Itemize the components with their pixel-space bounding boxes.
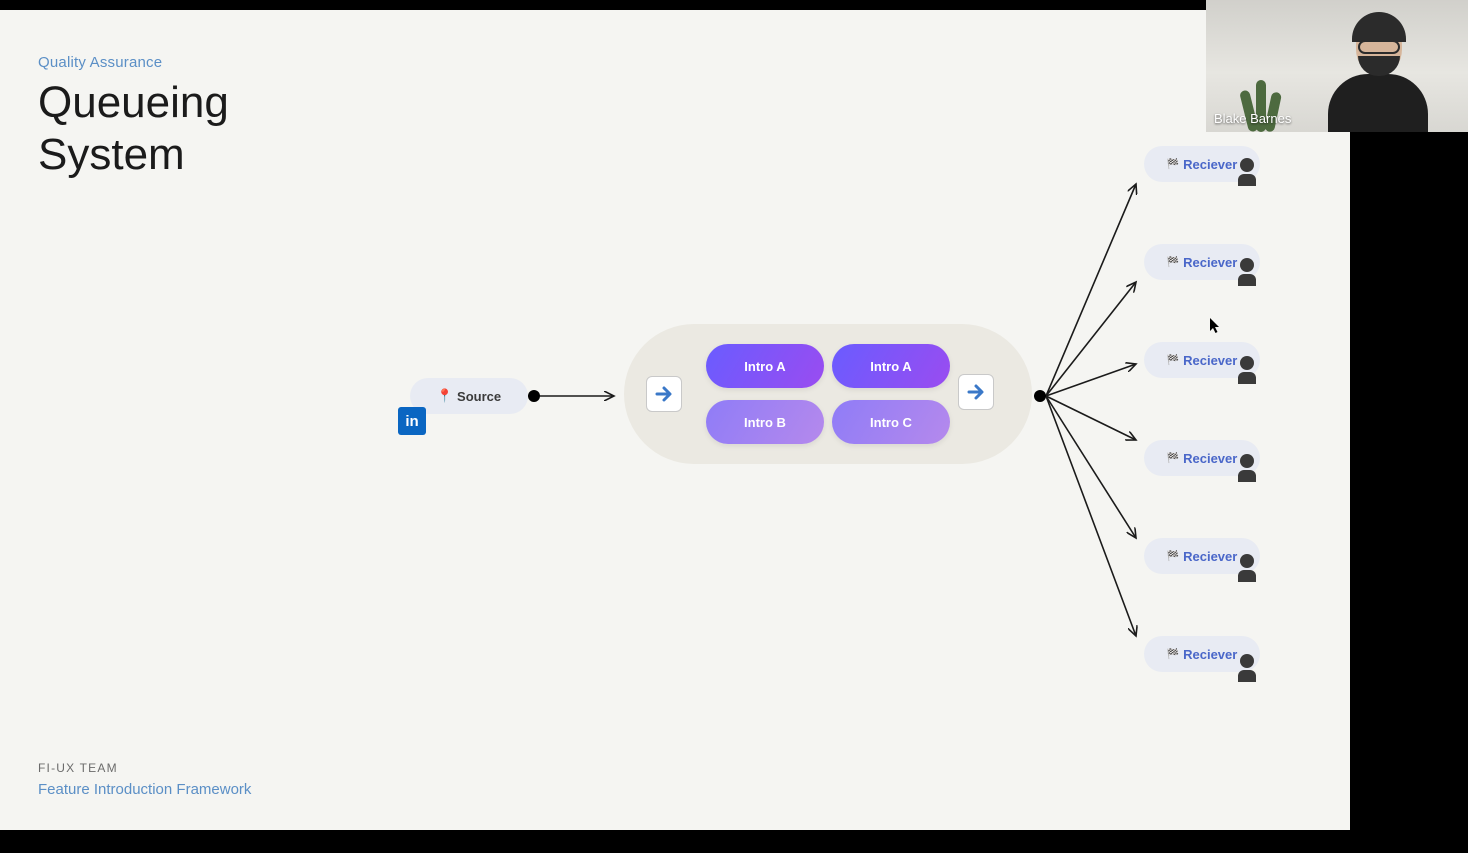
intro-pill-1: Intro A: [832, 344, 950, 388]
webcam-overlay: Blake Barnes: [1206, 0, 1468, 132]
receiver-label: Reciever: [1183, 353, 1237, 368]
receiver-label: Reciever: [1183, 549, 1237, 564]
receiver-avatar-2: [1238, 356, 1256, 384]
mouse-cursor: [1210, 318, 1222, 334]
pin-icon: 📍: [437, 388, 453, 404]
flag-icon: 🏁: [1167, 159, 1179, 170]
receiver-avatar-0: [1238, 158, 1256, 186]
presentation-slide: Quality Assurance Queueing System FI-UX …: [0, 10, 1350, 830]
flag-icon: 🏁: [1167, 551, 1179, 562]
queue-in-arrow-icon: [646, 376, 682, 412]
receiver-label: Reciever: [1183, 451, 1237, 466]
webcam-person: [1318, 10, 1438, 130]
intro-pill-2: Intro B: [706, 400, 824, 444]
source-label: Source: [457, 389, 501, 404]
intro-pill-0: Intro A: [706, 344, 824, 388]
receiver-avatar-5: [1238, 654, 1256, 682]
flag-icon: 🏁: [1167, 257, 1179, 268]
receiver-avatar-3: [1238, 454, 1256, 482]
flag-icon: 🏁: [1167, 649, 1179, 660]
queue-out-arrow-icon: [958, 374, 994, 410]
receiver-label: Reciever: [1183, 157, 1237, 172]
receiver-avatar-1: [1238, 258, 1256, 286]
flag-icon: 🏁: [1167, 453, 1179, 464]
connector-dot: [528, 390, 540, 402]
fanout-dot: [1034, 390, 1046, 402]
receiver-avatar-4: [1238, 554, 1256, 582]
receiver-label: Reciever: [1183, 647, 1237, 662]
linkedin-icon: in: [398, 407, 426, 435]
intro-pill-3: Intro C: [832, 400, 950, 444]
flag-icon: 🏁: [1167, 355, 1179, 366]
source-node: 📍 Source: [410, 378, 528, 414]
diagram-canvas: 📍SourceinIntro AIntro AIntro BIntro C🏁Re…: [0, 10, 1350, 830]
webcam-name-label: Blake Barnes: [1214, 111, 1291, 126]
receiver-label: Reciever: [1183, 255, 1237, 270]
